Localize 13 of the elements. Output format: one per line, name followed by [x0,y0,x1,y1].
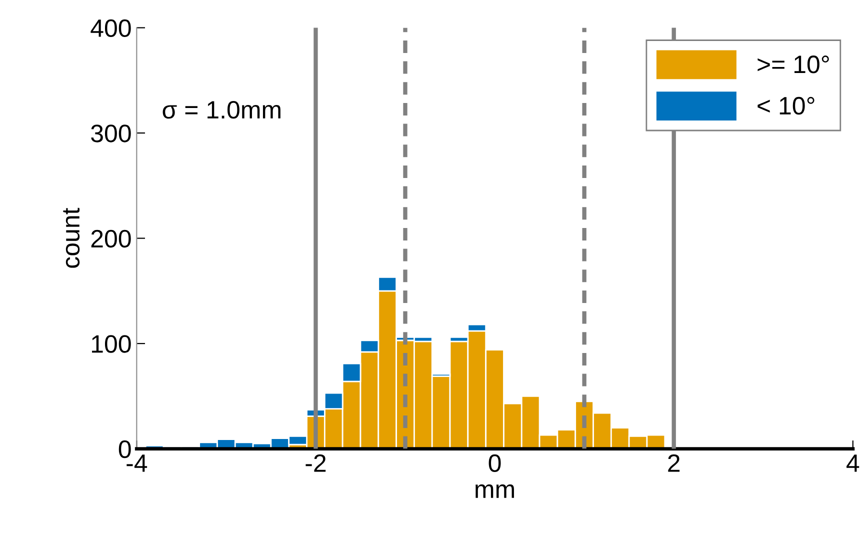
y-tick-label: 400 [90,19,131,38]
y-tick-label: 100 [92,335,131,353]
x-tick-label: 0 [488,454,501,472]
y-axis-title: count [63,208,80,268]
x-axis-title: mm [476,484,514,498]
legend-label: >= 10° [758,56,829,74]
x-tick-label: 4 [846,454,860,472]
y-tick-label: 200 [91,230,131,248]
annotation: σ = 1.0mm [162,100,280,119]
legend-label: < 10° [758,96,814,115]
x-tick-label: -2 [306,454,326,472]
x-tick-label: 2 [668,454,680,472]
y-tick-label: 300 [91,124,131,142]
